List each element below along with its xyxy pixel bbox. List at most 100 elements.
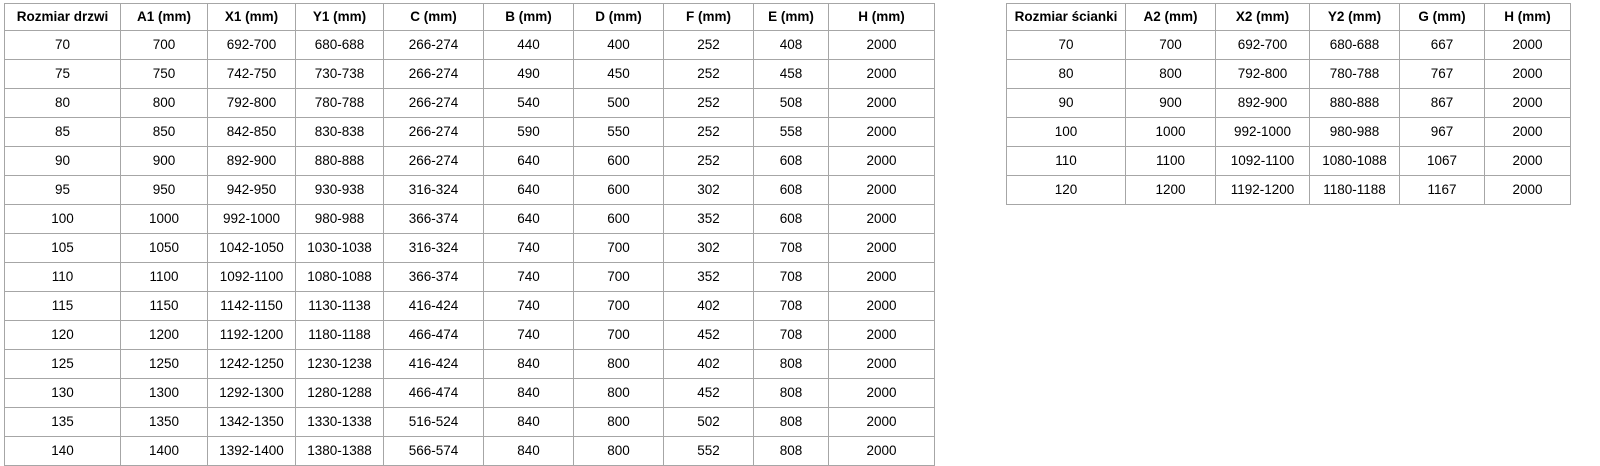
table-cell: 1350 xyxy=(120,407,208,437)
walls-table-header: Rozmiar ścianki A2 (mm) X2 (mm) Y2 (mm) G (m… xyxy=(1006,3,1571,31)
table-row: 90 900 892-900 880-888 867 2000 xyxy=(1006,88,1571,118)
table-cell: 800 xyxy=(120,88,208,118)
table-cell: 1080-1088 xyxy=(1309,146,1400,176)
table-cell: 742-750 xyxy=(207,59,296,89)
table-cell: 110 xyxy=(4,262,121,292)
doors-column-header: B (mm) xyxy=(483,3,574,31)
wall-panel-dimensions-table-container: Rozmiar ścianki A2 (mm) X2 (mm) Y2 (mm) G (m… xyxy=(1006,3,1571,205)
table-cell: 1292-1300 xyxy=(207,378,296,408)
table-cell: 1092-1100 xyxy=(1215,146,1310,176)
table-cell: 740 xyxy=(483,291,574,321)
table-cell: 692-700 xyxy=(207,30,296,60)
table-cell: 458 xyxy=(753,59,829,89)
table-cell: 266-274 xyxy=(383,88,484,118)
table-cell: 508 xyxy=(753,88,829,118)
table-cell: 840 xyxy=(483,407,574,437)
table-row: 70 700 692-700 680-688 667 2000 xyxy=(1006,30,1571,60)
doors-table-header: Rozmiar drzwi A1 (mm) X1 (mm) Y1 (mm) C (mm)… xyxy=(4,3,935,31)
table-row: 140 1400 1392-1400 1380-1388 566-574 840 800 55… xyxy=(4,436,935,466)
table-cell: 2000 xyxy=(1484,117,1571,147)
table-cell: 1342-1350 xyxy=(207,407,296,437)
table-cell: 800 xyxy=(1125,59,1216,89)
table-cell: 130 xyxy=(4,378,121,408)
doors-column-header: H (mm) xyxy=(828,3,935,31)
table-cell: 1100 xyxy=(1125,146,1216,176)
table-cell: 1392-1400 xyxy=(207,436,296,466)
table-cell: 880-888 xyxy=(1309,88,1400,118)
table-cell: 2000 xyxy=(828,88,935,118)
table-cell: 2000 xyxy=(828,320,935,350)
table-cell: 808 xyxy=(753,378,829,408)
table-row: 135 1350 1342-1350 1330-1338 516-524 840 800 50… xyxy=(4,407,935,437)
table-cell: 490 xyxy=(483,59,574,89)
table-cell: 85 xyxy=(4,117,121,147)
table-cell: 900 xyxy=(1125,88,1216,118)
table-cell: 740 xyxy=(483,262,574,292)
table-cell: 1200 xyxy=(120,320,208,350)
table-cell: 352 xyxy=(663,204,754,234)
table-cell: 1030-1038 xyxy=(295,233,384,263)
table-cell: 252 xyxy=(663,88,754,118)
table-row: 120 1200 1192-1200 1180-1188 1167 2000 xyxy=(1006,175,1571,205)
table-cell: 100 xyxy=(1006,117,1126,147)
table-cell: 2000 xyxy=(828,436,935,466)
table-cell: 930-938 xyxy=(295,175,384,205)
table-cell: 980-988 xyxy=(1309,117,1400,147)
table-cell: 1130-1138 xyxy=(295,291,384,321)
table-cell: 800 xyxy=(573,378,664,408)
table-cell: 135 xyxy=(4,407,121,437)
table-row: 120 1200 1192-1200 1180-1188 466-474 740 700 45… xyxy=(4,320,935,350)
table-cell: 892-900 xyxy=(207,146,296,176)
table-cell: 842-850 xyxy=(207,117,296,147)
doors-column-header: A1 (mm) xyxy=(120,3,208,31)
walls-column-header: X2 (mm) xyxy=(1215,3,1310,31)
table-cell: 120 xyxy=(1006,175,1126,205)
table-cell: 95 xyxy=(4,175,121,205)
table-row: 110 1100 1092-1100 1080-1088 366-374 740 700 35… xyxy=(4,262,935,292)
table-cell: 1280-1288 xyxy=(295,378,384,408)
table-cell: 667 xyxy=(1399,30,1485,60)
table-cell: 1067 xyxy=(1399,146,1485,176)
table-cell: 302 xyxy=(663,175,754,205)
table-cell: 1380-1388 xyxy=(295,436,384,466)
table-cell: 302 xyxy=(663,233,754,263)
table-cell: 2000 xyxy=(828,117,935,147)
table-cell: 416-424 xyxy=(383,291,484,321)
table-cell: 2000 xyxy=(828,291,935,321)
table-cell: 80 xyxy=(1006,59,1126,89)
table-cell: 608 xyxy=(753,204,829,234)
table-cell: 2000 xyxy=(1484,146,1571,176)
table-cell: 1250 xyxy=(120,349,208,379)
table-cell: 1167 xyxy=(1399,175,1485,205)
table-row: 100 1000 992-1000 980-988 967 2000 xyxy=(1006,117,1571,147)
table-cell: 600 xyxy=(573,146,664,176)
table-cell: 808 xyxy=(753,407,829,437)
table-cell: 950 xyxy=(120,175,208,205)
walls-table-body: 70 700 692-700 680-688 667 2000 80 800 792-800 78… xyxy=(1006,30,1571,205)
doors-dimensions-table: Rozmiar drzwi A1 (mm) X1 (mm) Y1 (mm) C (mm)… xyxy=(4,3,935,466)
table-cell: 2000 xyxy=(1484,175,1571,205)
table-cell: 252 xyxy=(663,30,754,60)
table-cell: 450 xyxy=(573,59,664,89)
doors-column-header: Rozmiar drzwi xyxy=(4,3,121,31)
table-cell: 540 xyxy=(483,88,574,118)
doors-table-body: 70 700 692-700 680-688 266-274 440 400 252 408 20… xyxy=(4,30,935,466)
table-cell: 400 xyxy=(573,30,664,60)
table-cell: 767 xyxy=(1399,59,1485,89)
table-cell: 808 xyxy=(753,436,829,466)
table-cell: 608 xyxy=(753,146,829,176)
table-cell: 70 xyxy=(1006,30,1126,60)
table-cell: 1242-1250 xyxy=(207,349,296,379)
table-cell: 70 xyxy=(4,30,121,60)
table-row: 85 850 842-850 830-838 266-274 590 550 252 558 20… xyxy=(4,117,935,147)
table-row: 70 700 692-700 680-688 266-274 440 400 252 408 20… xyxy=(4,30,935,60)
table-cell: 740 xyxy=(483,233,574,263)
table-cell: 700 xyxy=(573,291,664,321)
table-cell: 680-688 xyxy=(295,30,384,60)
table-cell: 680-688 xyxy=(1309,30,1400,60)
table-cell: 316-324 xyxy=(383,175,484,205)
table-cell: 500 xyxy=(573,88,664,118)
table-cell: 808 xyxy=(753,349,829,379)
table-cell: 840 xyxy=(483,378,574,408)
